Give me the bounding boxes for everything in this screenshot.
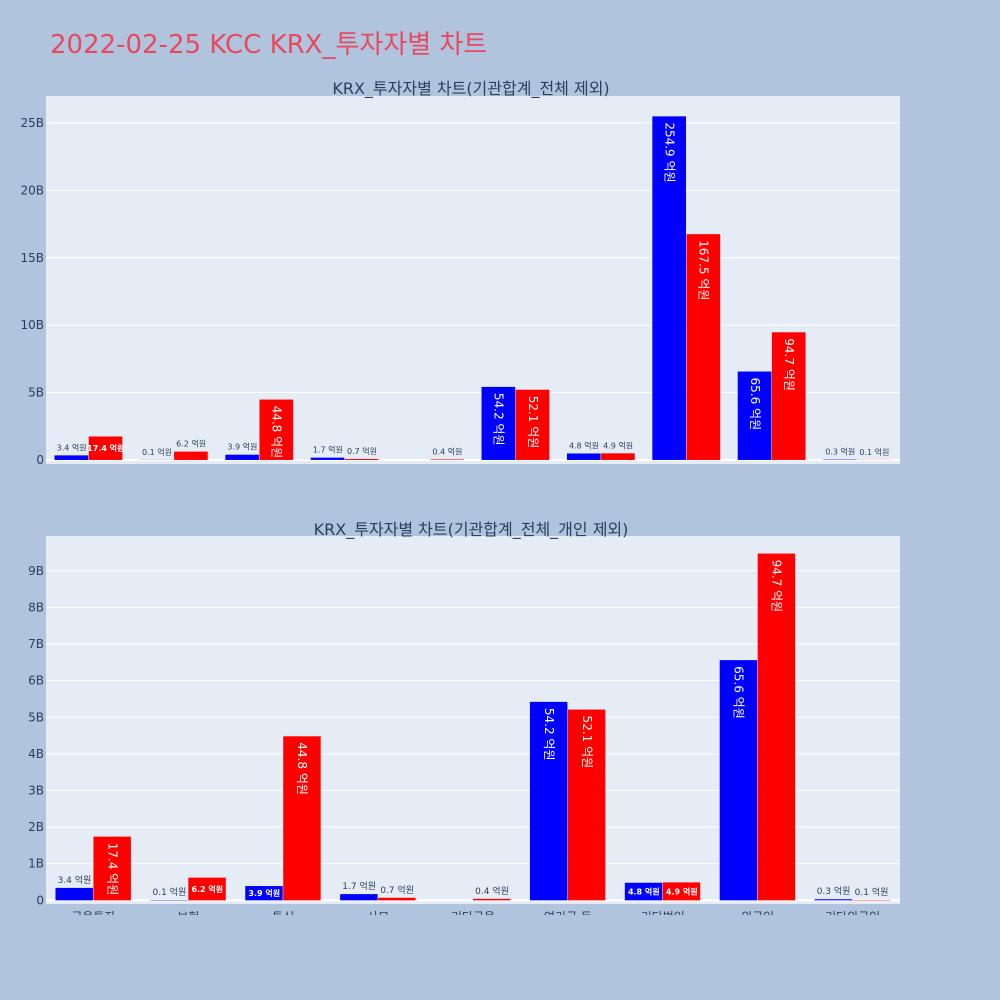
bar-blue-2 [245,886,283,901]
y-tick-label: 0 [36,453,44,467]
x-tick-label: 기타금융 [451,910,495,915]
y-tick-label: 0 [36,893,44,907]
bar-data-label: 3.9 억원 [248,888,280,898]
bar-data-label: 17.4 억원 [105,843,119,896]
bar-data-label: 0.1 억원 [142,447,172,457]
y-tick-label: 3B [28,783,44,797]
bar-blue-8 [814,899,853,901]
chart-title: KRX_투자자별 차트(기관합계_전체_개인 제외) [314,520,629,540]
bar-data-label: 254.9 억원 [662,122,676,182]
bar-data-label: 44.8 억원 [295,742,309,795]
bar-red-2 [259,399,294,460]
bar-red-3 [344,459,379,460]
bar-data-label: 3.4 억원 [58,874,92,886]
x-tick-label: 기타외국인 [825,910,880,915]
bar-data-label: 52.1 억원 [526,396,540,449]
bar-data-label: 0.3 억원 [825,447,855,457]
bar-red-1 [188,877,226,901]
bar-data-label: 1.7 억원 [313,445,343,455]
bar-blue-5 [529,701,568,901]
bar-blue-3 [340,894,378,901]
bar-red-4 [473,898,511,901]
bar-data-label: 1.7 억원 [342,880,376,892]
bar-data-label: 3.4 억원 [57,442,87,452]
y-tick-label: 7B [28,637,44,651]
bar-data-label: 0.7 억원 [380,884,414,896]
x-tick-label: 기타법인 [641,910,685,915]
page-title: 2022-02-25 KCC KRX_투자자별 차트 [50,30,488,60]
bar-data-label: 3.9 억원 [227,442,257,452]
bar-data-label: 0.4 억원 [475,885,509,897]
bar-red-0 [88,436,123,460]
bar-data-label: 0.4 억원 [432,446,462,456]
bar-data-label: 4.9 억원 [603,440,633,450]
bar-data-label: 6.2 억원 [176,439,206,449]
bar-red-6 [601,453,635,460]
x-tick-label: 투신 [272,910,294,915]
bar-data-label: 4.9 억원 [666,886,698,896]
bar-blue-5 [481,386,516,460]
bar-red-8 [771,332,806,460]
y-tick-label: 5B [28,710,44,724]
bar-data-label: 0.1 억원 [152,886,186,898]
bar-data-label: 94.7 억원 [770,560,784,613]
bar-data-label: 52.1 억원 [580,716,594,769]
bar-red-2 [283,736,321,901]
x-tick-label: 외국인 [741,910,774,915]
y-tick-label: 5B [28,386,44,400]
bar-data-label: 0.7 억원 [347,446,377,456]
bar-red-6 [662,882,701,901]
bar-data-label: 167.5 억원 [697,240,711,300]
chart-top: KRX_투자자별 차트(기관합계_전체 제외) 0 5B 10B 15B 20B 25B 3.… [20,79,900,467]
x-tick-label: 연기금 등 [544,910,592,915]
bar-data-label: 17.4 억원 [87,443,124,453]
bar-blue-6 [566,453,601,460]
bar-data-label: 4.8 억원 [569,440,599,450]
bar-red-5 [567,709,606,901]
bar-data-label: 0.3 억원 [817,885,851,897]
y-tick-label: 1B [28,857,44,871]
x-tick-label: 보험 [177,910,199,915]
y-tick-label: 4B [28,747,44,761]
bar-red-1 [174,451,208,460]
bar-data-label: 54.2 억원 [492,393,506,446]
bar-red-7 [757,553,796,901]
y-tick-label: 9B [28,564,44,578]
bar-red-7 [686,234,721,460]
bar-blue-8 [737,371,772,460]
y-tick-label: 25B [20,116,44,130]
bar-data-label: 54.2 억원 [542,708,556,761]
bar-blue-0 [55,887,93,901]
bar-data-label: 4.8 억원 [628,887,660,897]
bar-red-5 [515,389,550,460]
y-tick-label: 20B [20,183,44,197]
bar-red-0 [93,836,131,901]
y-tick-label: 6B [28,674,44,688]
x-tick-label: 금융투자 [71,910,115,915]
bar-data-label: 65.6 억원 [732,666,746,719]
bar-data-label: 0.1 억원 [855,886,889,898]
y-tick-label: 2B [28,820,44,834]
y-tick-label: 15B [20,251,44,265]
y-tick-label: 8B [28,600,44,614]
bar-blue-7 [719,660,758,901]
bar-red-3 [378,897,416,901]
bar-red-4 [430,459,464,460]
bar-data-label: 94.7 억원 [782,338,796,391]
bar-blue-2 [225,454,259,460]
bar-data-label: 0.1 억원 [859,447,889,457]
bar-blue-6 [624,882,663,901]
bar-data-label: 65.6 억원 [748,378,762,431]
bar-blue-7 [652,116,686,460]
x-tick-label: 사모 [367,910,389,915]
bar-blue-0 [54,455,89,460]
bar-blue-3 [310,457,345,460]
bar-data-label: 44.8 억원 [270,406,284,459]
bar-data-label: 6.2 억원 [191,884,223,894]
chart-title: KRX_투자자별 차트(기관합계_전체 제외) [332,79,609,99]
chart-bottom: KRX_투자자별 차트(기관합계_전체_개인 제외) 0 1B 2B 3B 4B 5B 6B 7… [28,520,900,915]
y-tick-label: 10B [20,318,44,332]
